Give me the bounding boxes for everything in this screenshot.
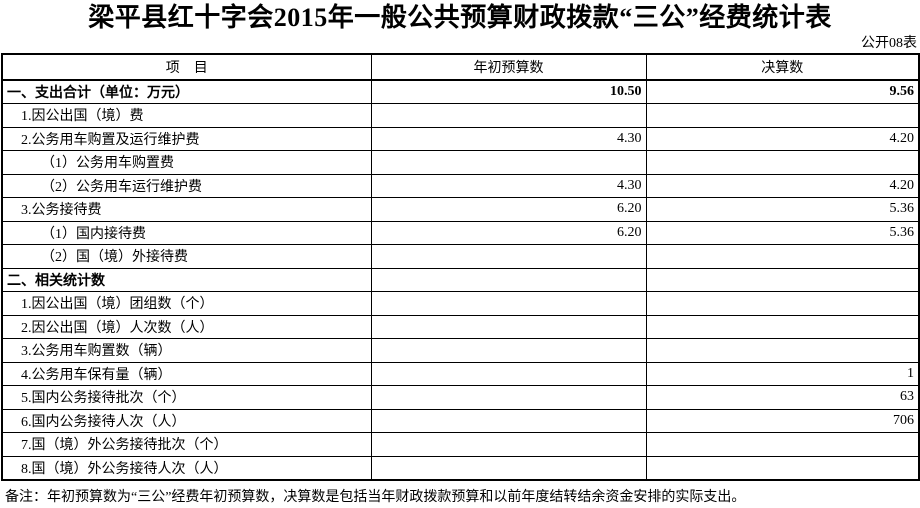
table-row: （1）国内接待费 6.20 5.36 <box>1 220 920 245</box>
item-cell: 一、支出合计（单位：万元） <box>1 79 372 104</box>
item-cell: 3.公务接待费 <box>1 197 372 222</box>
table-row: （2）国（境）外接待费 <box>1 244 920 269</box>
table-row: （2）公务用车运行维护费 4.30 4.20 <box>1 173 920 198</box>
budget-cell <box>370 267 647 292</box>
item-cell: 3.公务用车购置数（辆） <box>1 338 372 363</box>
final-cell: 9.56 <box>645 79 920 104</box>
column-header-item: 项 目 <box>1 53 372 81</box>
final-cell: 4.20 <box>645 126 920 151</box>
final-cell <box>645 267 920 292</box>
table-row: 3.公务接待费 6.20 5.36 <box>1 197 920 222</box>
item-cell: （1）国内接待费 <box>1 220 372 245</box>
footnote: 备注：年初预算数为“三公”经费年初预算数，决算数是包括当年财政拨款预算和以前年度… <box>5 489 746 505</box>
budget-cell: 6.20 <box>370 220 647 245</box>
item-cell: 6.国内公务接待人次（人） <box>1 408 372 433</box>
budget-cell: 4.30 <box>370 173 647 198</box>
item-cell: 7.国（境）外公务接待批次（个） <box>1 432 372 457</box>
budget-cell <box>370 455 647 480</box>
budget-cell <box>370 150 647 175</box>
item-cell: 8.国（境）外公务接待人次（人） <box>1 455 372 480</box>
budget-table: 项 目 年初预算数 决算数 一、支出合计（单位：万元） 10.50 9.56 1.因公… <box>1 53 920 481</box>
table-row: 1.因公出国（境）团组数（个） <box>1 291 920 316</box>
final-cell <box>645 455 920 480</box>
final-cell: 5.36 <box>645 220 920 245</box>
budget-cell <box>370 103 647 128</box>
page-title: 梁平县红十字会2015年一般公共预算财政拨款“三公”经费统计表 <box>88 3 832 32</box>
budget-cell <box>370 314 647 339</box>
header-row: 项 目 年初预算数 决算数 <box>1 53 920 81</box>
final-cell: 5.36 <box>645 197 920 222</box>
budget-cell: 10.50 <box>370 79 647 104</box>
final-cell <box>645 338 920 363</box>
item-cell: （1）公务用车购置费 <box>1 150 372 175</box>
table-row: 2.公务用车购置及运行维护费 4.30 4.20 <box>1 126 920 151</box>
item-cell: （2）公务用车运行维护费 <box>1 173 372 198</box>
final-cell <box>645 291 920 316</box>
final-cell: 63 <box>645 385 920 410</box>
item-cell: 二、相关统计数 <box>1 267 372 292</box>
item-cell: 2.公务用车购置及运行维护费 <box>1 126 372 151</box>
sheet-label: 公开08表 <box>861 36 917 51</box>
table-row: （1）公务用车购置费 <box>1 150 920 175</box>
item-cell: 1.因公出国（境）团组数（个） <box>1 291 372 316</box>
column-header-final: 决算数 <box>645 53 920 81</box>
final-cell <box>645 244 920 269</box>
table-row: 4.公务用车保有量（辆） 1 <box>1 361 920 386</box>
table-row: 5.国内公务接待批次（个） 63 <box>1 385 920 410</box>
budget-cell <box>370 244 647 269</box>
final-cell <box>645 150 920 175</box>
item-cell: 5.国内公务接待批次（个） <box>1 385 372 410</box>
final-cell <box>645 432 920 457</box>
final-cell <box>645 314 920 339</box>
budget-cell <box>370 291 647 316</box>
budget-cell <box>370 432 647 457</box>
item-cell: 2.因公出国（境）人次数（人） <box>1 314 372 339</box>
table-header: 项 目 年初预算数 决算数 <box>1 53 920 81</box>
item-cell: 1.因公出国（境）费 <box>1 103 372 128</box>
budget-cell: 6.20 <box>370 197 647 222</box>
budget-cell <box>370 338 647 363</box>
final-cell: 706 <box>645 408 920 433</box>
item-cell: 4.公务用车保有量（辆） <box>1 361 372 386</box>
table-body: 一、支出合计（单位：万元） 10.50 9.56 1.因公出国（境）费 2.公务用车购置… <box>1 79 920 480</box>
table-row: 6.国内公务接待人次（人） 706 <box>1 408 920 433</box>
final-cell: 4.20 <box>645 173 920 198</box>
table-row: 二、相关统计数 <box>1 267 920 292</box>
table-row: 7.国（境）外公务接待批次（个） <box>1 432 920 457</box>
final-cell: 1 <box>645 361 920 386</box>
table-row: 2.因公出国（境）人次数（人） <box>1 314 920 339</box>
table-row: 一、支出合计（单位：万元） 10.50 9.56 <box>1 79 920 104</box>
final-cell <box>645 103 920 128</box>
table-row: 1.因公出国（境）费 <box>1 103 920 128</box>
budget-cell <box>370 408 647 433</box>
budget-cell <box>370 385 647 410</box>
item-cell: （2）国（境）外接待费 <box>1 244 372 269</box>
table-row: 3.公务用车购置数（辆） <box>1 338 920 363</box>
table-row: 8.国（境）外公务接待人次（人） <box>1 455 920 480</box>
column-header-budget: 年初预算数 <box>370 53 647 81</box>
budget-cell: 4.30 <box>370 126 647 151</box>
budget-cell <box>370 361 647 386</box>
